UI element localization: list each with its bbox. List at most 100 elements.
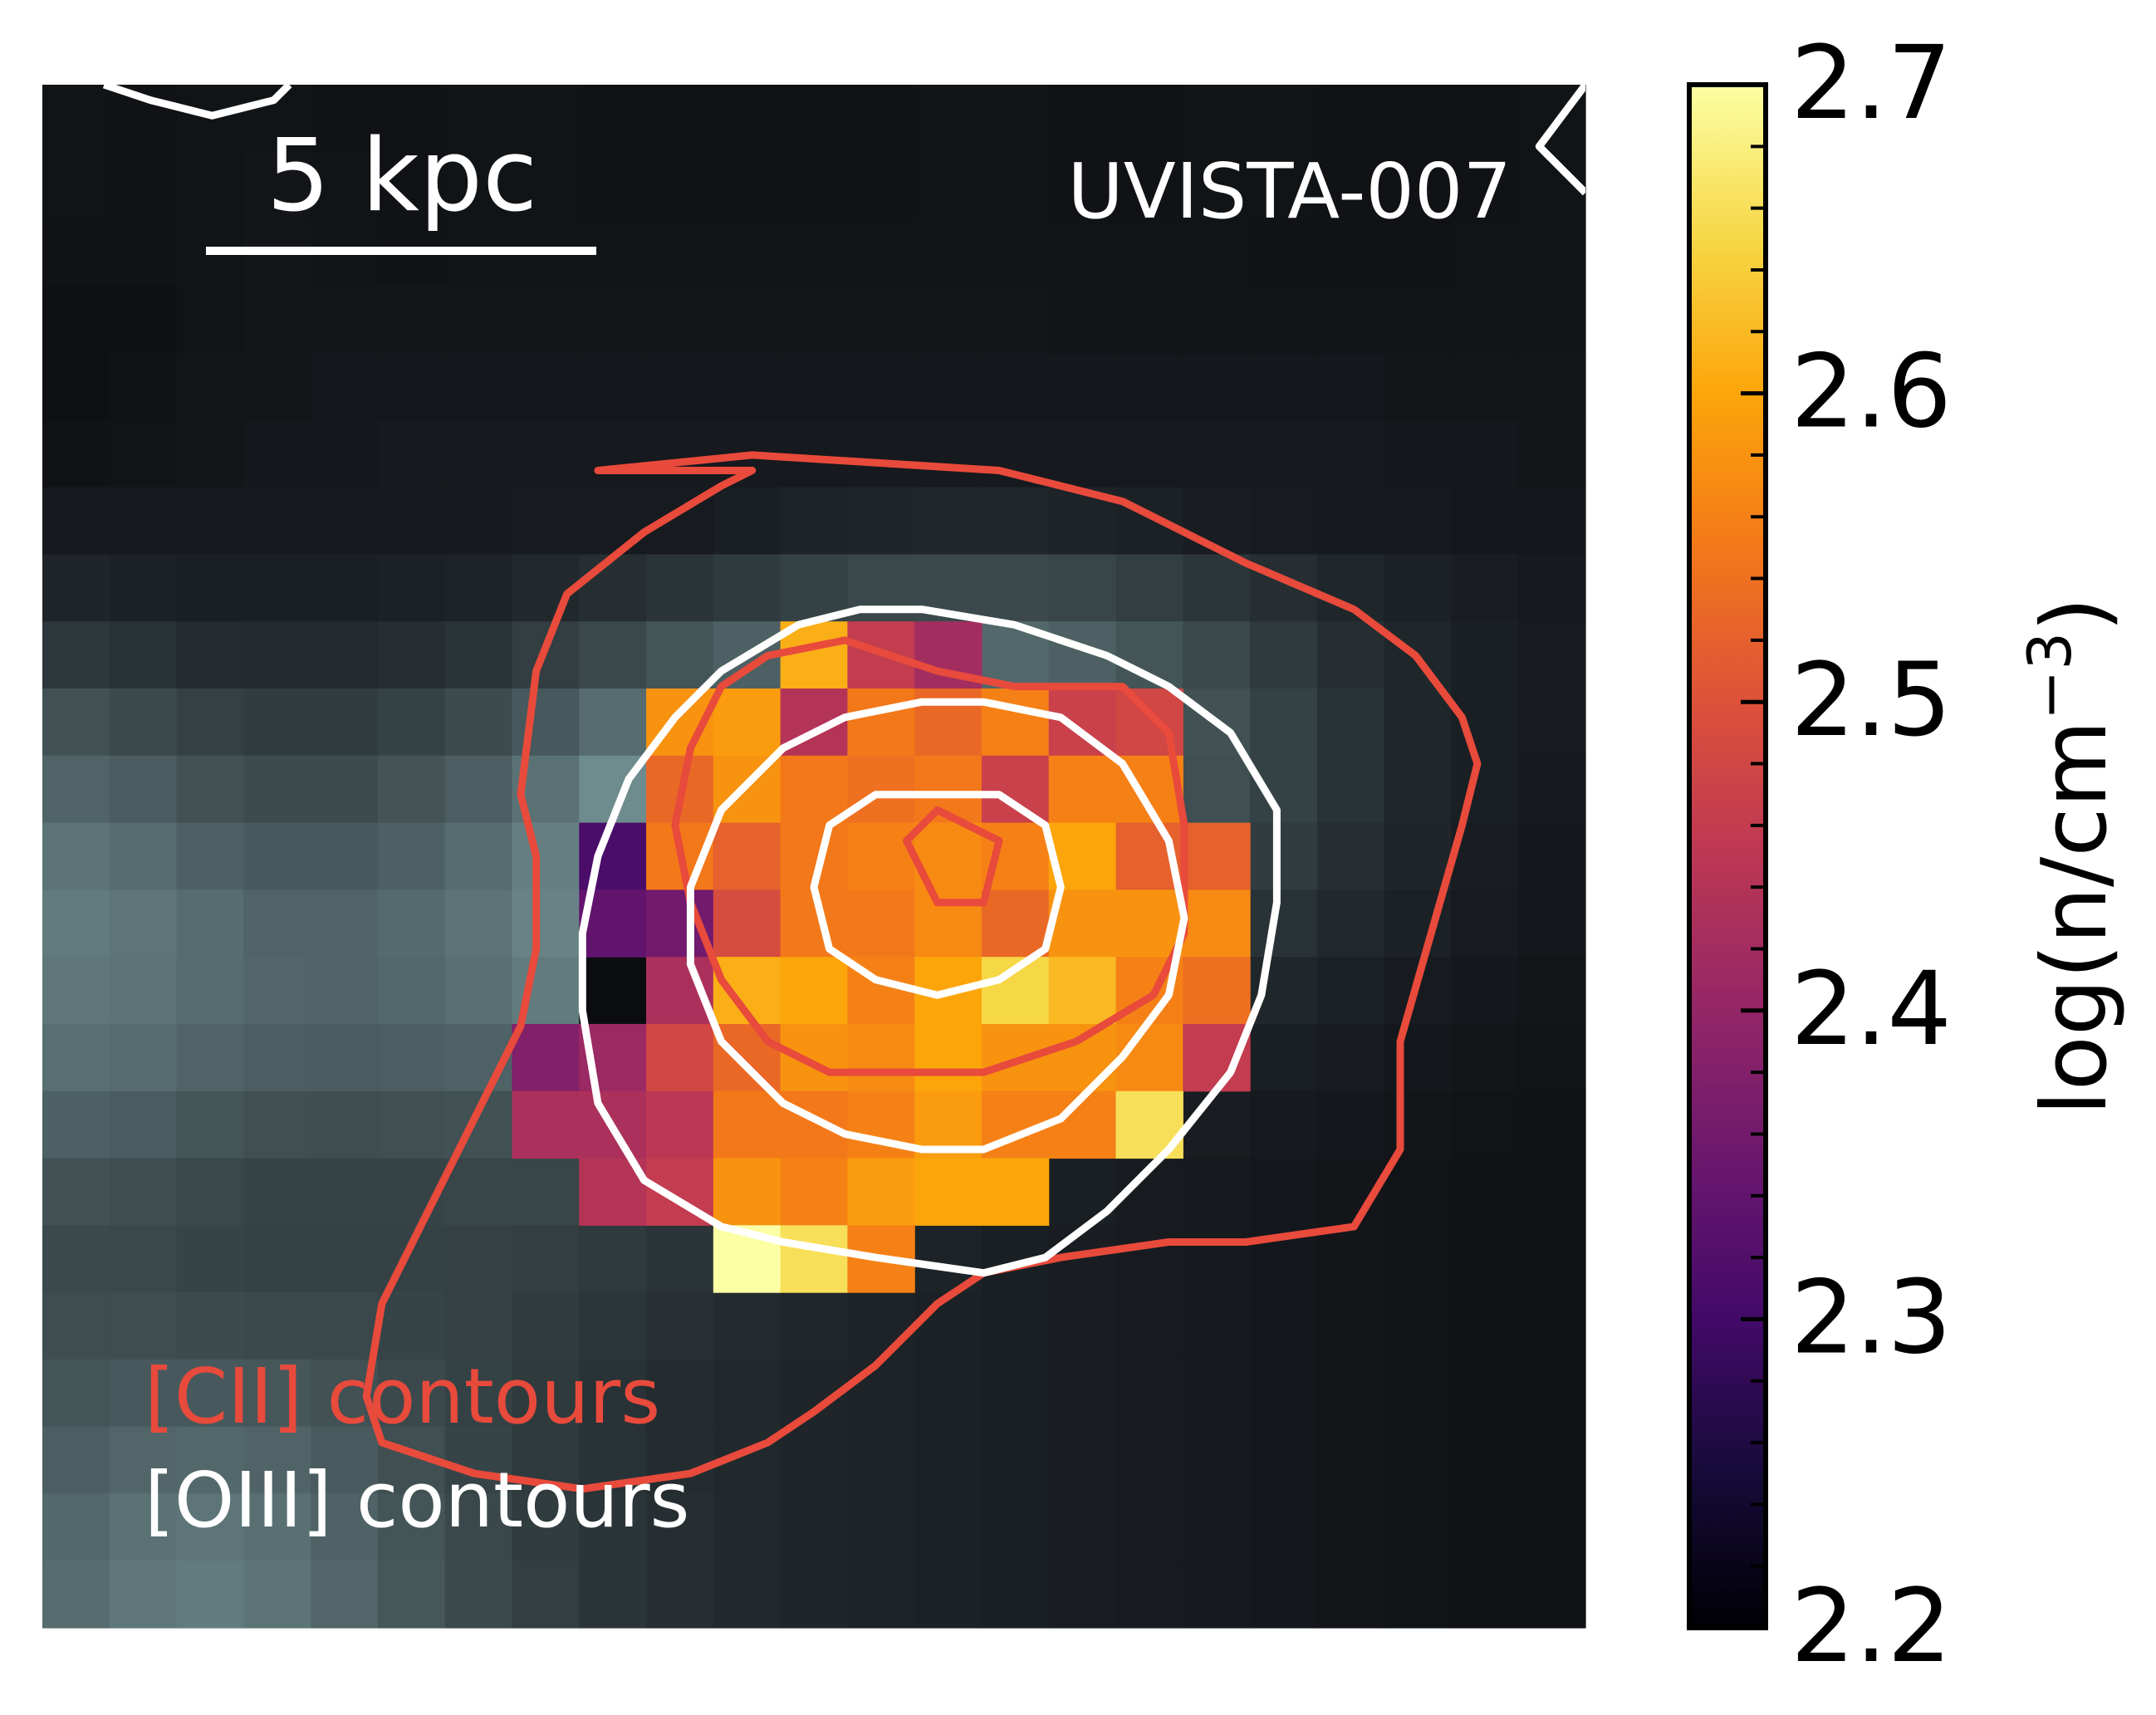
background-pixel <box>1183 353 1251 421</box>
background-pixel <box>1316 151 1385 220</box>
background-pixel <box>579 957 647 1025</box>
density-pixel <box>847 822 915 890</box>
background-pixel <box>176 487 244 556</box>
background-pixel <box>1451 1561 1519 1629</box>
background-pixel <box>646 1426 714 1495</box>
background-pixel <box>243 419 311 488</box>
background-pixel <box>109 688 178 757</box>
density-pixel <box>1048 957 1117 1025</box>
background-pixel <box>243 755 311 824</box>
background-pixel <box>444 621 513 689</box>
background-pixel <box>1183 487 1251 556</box>
background-pixel <box>311 688 379 757</box>
background-pixel <box>1518 688 1586 757</box>
background-pixel <box>914 218 982 287</box>
background-pixel <box>847 1493 915 1561</box>
background-pixel <box>847 487 915 556</box>
background-pixel <box>1384 822 1453 890</box>
background-pixel <box>847 151 915 220</box>
background-pixel <box>847 85 915 153</box>
background-pixel <box>1250 151 1318 220</box>
background-pixel <box>42 487 110 556</box>
background-pixel <box>243 286 311 354</box>
background-pixel <box>176 621 244 689</box>
colorbar-label-main: log(n/cm <box>2023 720 2127 1115</box>
density-pixel <box>646 1023 714 1092</box>
background-pixel <box>1384 1023 1453 1092</box>
background-pixel <box>377 957 446 1025</box>
background-pixel <box>914 1493 982 1561</box>
background-pixel <box>243 1225 311 1293</box>
background-pixel <box>1250 353 1318 421</box>
density-pixel <box>512 1023 580 1092</box>
background-pixel <box>579 419 647 488</box>
cii-contour <box>903 806 1003 907</box>
background-pixel <box>109 487 178 556</box>
background-pixel <box>1183 1292 1251 1360</box>
background-pixel <box>109 621 178 689</box>
background-pixel <box>377 487 446 556</box>
background-pixel <box>646 85 714 153</box>
background-pixel <box>780 218 848 287</box>
colorbar: 2.2 2.3 2.4 2.5 2.6 2.7 log(n/cm−3) <box>1687 24 2127 1685</box>
background-pixel <box>1451 85 1519 153</box>
background-pixel <box>1250 822 1318 890</box>
background-pixel <box>243 353 311 421</box>
background-pixel <box>176 1225 244 1293</box>
background-pixel <box>512 1292 580 1360</box>
density-pixel <box>713 1158 782 1226</box>
background-pixel <box>579 1359 647 1428</box>
density-pixel <box>780 755 848 824</box>
background-pixel <box>1115 286 1183 354</box>
colorbar-tick-label: 2.5 <box>1791 641 1952 759</box>
background-pixel <box>1451 957 1519 1025</box>
background-pixel <box>981 487 1050 556</box>
background-pixel <box>311 286 379 354</box>
background-pixel <box>512 688 580 757</box>
background-pixel <box>1316 621 1385 689</box>
background-pixel <box>1183 554 1251 622</box>
background-pixel <box>713 1561 782 1629</box>
background-pixel <box>1518 1561 1586 1629</box>
background-pixel <box>914 286 982 354</box>
background-pixel <box>42 889 110 958</box>
background-pixel <box>1183 621 1251 689</box>
background-pixel <box>377 1493 446 1561</box>
background-pixel <box>1384 1292 1453 1360</box>
background-pixel <box>1518 1359 1586 1428</box>
background-pixel <box>1451 1023 1519 1092</box>
background-pixel <box>311 957 379 1025</box>
density-pixel <box>713 688 782 757</box>
background-pixel <box>1316 822 1385 890</box>
background-pixel <box>579 487 647 556</box>
background-pixel <box>646 419 714 488</box>
colorbar-label: log(n/cm−3) <box>2015 597 2127 1115</box>
background-pixel <box>1250 286 1318 354</box>
background-pixel <box>512 286 580 354</box>
background-pixel <box>1183 1561 1251 1629</box>
background-pixel <box>1518 1426 1586 1495</box>
background-pixel <box>444 822 513 890</box>
background-pixel <box>444 554 513 622</box>
background-pixel <box>42 957 110 1025</box>
background-pixel <box>579 1493 647 1561</box>
background-pixel <box>42 822 110 890</box>
background-pixel <box>1250 1090 1318 1159</box>
background-pixel <box>646 1493 714 1561</box>
background-pixel <box>444 755 513 824</box>
background-pixel <box>981 353 1050 421</box>
background-pixel <box>981 85 1050 153</box>
background-pixel <box>579 688 647 757</box>
background-pixel <box>1048 218 1117 287</box>
background-pixel <box>1518 554 1586 622</box>
background-pixel <box>311 1426 379 1495</box>
background-pixel <box>1384 487 1453 556</box>
background-pixel <box>377 419 446 488</box>
background-pixel <box>444 1493 513 1561</box>
background-pixel <box>1518 419 1586 488</box>
background-pixel <box>1451 1359 1519 1428</box>
colorbar-label-exponent: −3 <box>2015 632 2085 720</box>
background-pixel <box>1115 554 1183 622</box>
background-pixel <box>1316 1359 1385 1428</box>
background-pixel <box>109 957 178 1025</box>
